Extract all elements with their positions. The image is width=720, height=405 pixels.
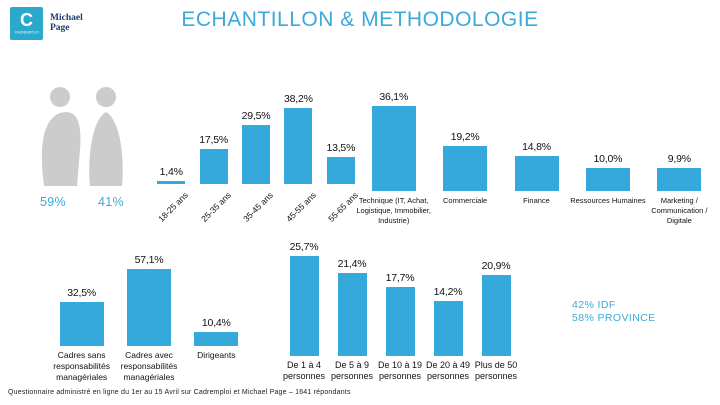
bar-value-label: 20,9% <box>481 259 511 272</box>
idf-percent: 42% IDF <box>572 299 616 311</box>
bar-category-label: Ressources Humaines <box>570 196 646 205</box>
bar-column: 29,5% 35-45 ans <box>235 92 277 224</box>
bar-value-label: 9,9% <box>667 152 691 165</box>
bar-column: 17,5% 25-35 ans <box>192 92 234 224</box>
bar-value-label: 57,1% <box>134 254 164 266</box>
bar-category-label: De 1 à 4 personnes <box>282 360 326 382</box>
status-chart: 32,5% Cadres sans responsabilités managér… <box>48 254 250 382</box>
bar-value-label: 17,5% <box>199 134 228 146</box>
bar-category-label: 25-35 ans <box>198 190 233 224</box>
bar-value-label: 1,4% <box>159 166 183 179</box>
bar-value-label: 25,7% <box>289 240 319 253</box>
province-percent: 58% PROVINCE <box>572 312 656 324</box>
bar <box>289 255 319 356</box>
bar-value-label: 10,0% <box>593 152 623 165</box>
michael-page-logo-line2: Page <box>50 23 70 34</box>
cadremploi-logo: C CADREMPLOI <box>10 7 43 40</box>
bar-column: 10,4% Dirigeants <box>183 254 250 360</box>
bar-category-label: 35-45 ans <box>241 190 276 224</box>
bar-column: 25,7% De 1 à 4 personnes <box>280 240 328 381</box>
bar-column: 17,7% De 10 à 19 personnes <box>376 240 424 381</box>
female-silhouette-icon <box>96 87 116 107</box>
bar <box>585 167 630 191</box>
bar <box>385 286 415 356</box>
bar-category-label: Marketing / Communication / Digitale <box>651 196 708 225</box>
region-split: 42% IDF 58% PROVINCE <box>572 299 656 325</box>
bar-column: 21,4% De 5 à 9 personnes <box>328 240 376 382</box>
bar-category-label: De 5 à 9 personnes <box>330 360 374 382</box>
bar-column: 10,0% Ressources Humaines <box>570 88 645 206</box>
bar <box>199 149 228 184</box>
bar <box>337 272 367 356</box>
bar-column: 20,9% Plus de 50 personnes <box>472 240 520 382</box>
bar <box>59 302 104 346</box>
bar-column: 9,9% Marketing / Communication / Digitale <box>644 88 715 225</box>
gender-values: 59% 41% <box>24 195 140 209</box>
bar <box>657 167 702 191</box>
bar <box>242 125 271 184</box>
michael-page-logo-line1: Michael <box>50 13 83 23</box>
age-chart: 1,4% 18-25 ans 17,5% 25-35 ans 29,5% 35-45 an… <box>150 92 362 224</box>
bar-value-label: 38,2% <box>284 92 313 105</box>
bar-category-label: 18-25 ans <box>156 190 191 224</box>
bar <box>194 331 239 346</box>
function-chart: 36,1% Technique (IT, Achat, Logistique, I… <box>356 88 715 225</box>
bar-category-label: Dirigeants <box>197 350 236 360</box>
gender-silhouettes-icon <box>41 87 123 186</box>
bar <box>157 181 186 184</box>
bar-category-label: Plus de 50 personnes <box>474 360 518 382</box>
bar-value-label: 21,4% <box>337 257 367 270</box>
bar-value-label: 17,7% <box>385 271 415 284</box>
bar-value-label: 19,2% <box>450 130 480 143</box>
female-percent: 41% <box>98 195 124 209</box>
bar-category-label: 45-55 ans <box>283 190 318 224</box>
bar <box>284 107 313 184</box>
bar-value-label: 10,4% <box>201 316 231 329</box>
bar-column: 36,1% Technique (IT, Achat, Logistique, I… <box>356 88 431 224</box>
bar <box>443 145 488 191</box>
bar-category-label: Finance <box>523 196 550 205</box>
bar-column: 1,4% 18-25 ans <box>150 92 192 224</box>
cadremploi-logo-letter: C <box>20 10 33 31</box>
team-size-chart: 25,7% De 1 à 4 personnes 21,4% De 5 à 9 per… <box>280 240 520 382</box>
michael-page-logo: Michael Page <box>50 13 83 34</box>
bar-value-label: 32,5% <box>67 287 97 300</box>
bar-category-label: Technique (IT, Achat, Logistique, Immobi… <box>356 196 432 225</box>
bar-category-label: Cadres avec responsabilités managériales <box>120 350 178 383</box>
bar <box>481 274 511 356</box>
bar <box>126 269 171 346</box>
bar-column: 32,5% Cadres sans responsabilités managér… <box>48 254 115 382</box>
bar <box>514 156 559 191</box>
bar-value-label: 29,5% <box>241 110 271 122</box>
footnote: Questionnaire administré en ligne du 1er… <box>8 389 351 396</box>
bar-value-label: 13,5% <box>326 142 356 154</box>
page-title: ECHANTILLON & METHODOLOGIE <box>181 8 539 31</box>
male-percent: 59% <box>40 195 66 209</box>
male-silhouette-icon <box>50 87 70 107</box>
bar-category-label: De 20 à 49 personnes <box>425 360 471 382</box>
bar <box>433 300 463 356</box>
bar-category-label: De 10 à 19 personnes <box>377 360 423 382</box>
bar-column: 57,1% Cadres avec responsabilités managér… <box>115 254 182 382</box>
bar-value-label: 14,8% <box>522 141 551 154</box>
bar <box>326 157 355 184</box>
cadremploi-logo-caption: CADREMPLOI <box>14 31 39 35</box>
bar-value-label: 14,2% <box>433 285 463 298</box>
bar <box>371 106 416 191</box>
bar-column: 14,8% Finance <box>501 88 572 205</box>
bar-column: 14,2% De 20 à 49 personnes <box>424 240 472 382</box>
bar-value-label: 36,1% <box>379 91 409 104</box>
bar-column: 19,2% Commerciale <box>429 88 500 205</box>
bar-category-label: Commerciale <box>443 196 488 205</box>
gender-split: 59% 41% <box>24 86 140 209</box>
bar-category-label: Cadres sans responsabilités managériales <box>53 350 110 383</box>
bar-column: 13,5% 55-65 ans <box>320 92 362 224</box>
bar-column: 38,2% 45-55 ans <box>277 92 319 224</box>
